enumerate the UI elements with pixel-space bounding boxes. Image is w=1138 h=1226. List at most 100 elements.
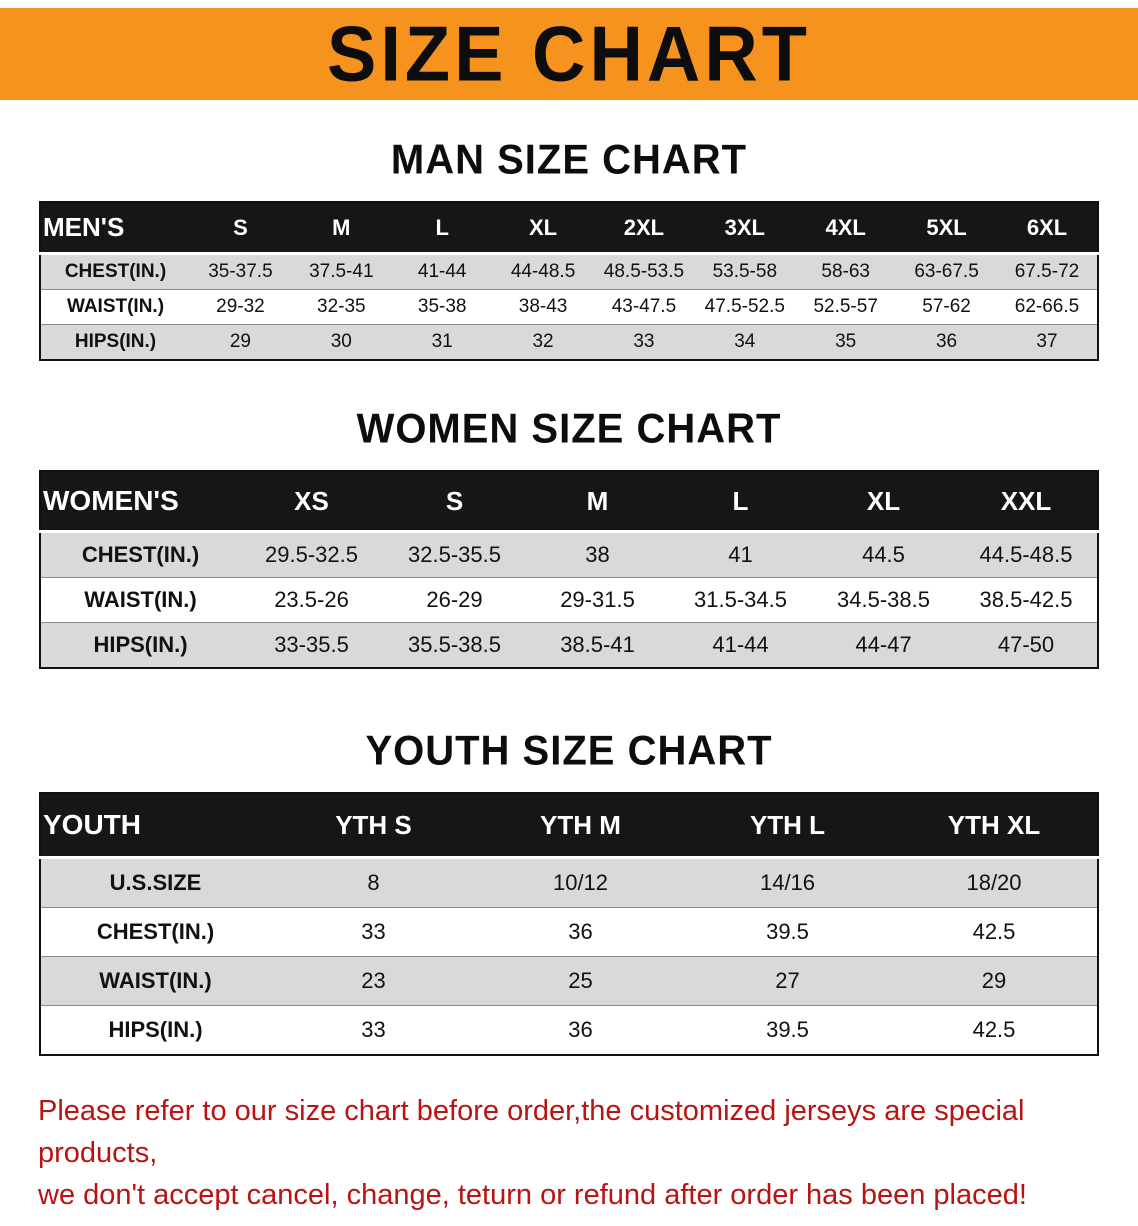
size-value: 30 [330,331,352,352]
womens-heading: WOMEN SIZE CHART [356,405,782,453]
size-value: 67.5-72 [1014,261,1080,282]
size-value: 18/20 [966,870,1022,895]
mens-table: MEN'S S M L XL 2XL 3XL 4XL 5XL 6XL CHEST(IN.) 35-37… [39,201,1099,361]
mens-section: MAN SIZE CHART MEN'S S M L XL 2XL 3XL 4XL 5XL 6XL C… [0,136,1138,361]
size-value: 35-37.5 [208,261,273,282]
size-value: 52.5-57 [813,296,878,317]
mens-group-label: MEN'S [40,202,190,255]
size-value: 36 [568,919,593,944]
size-value: 27 [775,968,800,993]
size-value: 39.5 [766,1017,809,1042]
size-chart-sections: MAN SIZE CHART MEN'S S M L XL 2XL 3XL 4XL 5XL 6XL C… [0,136,1138,1056]
size-value: 29 [229,331,251,352]
size-value: 36 [935,331,958,352]
row-label: HIPS(IN.) [93,632,188,657]
mens-size-header: 3XL [694,202,796,255]
size-value: 39.5 [766,919,809,944]
row-label: WAIST(IN.) [99,968,212,993]
womens-size-header: L [669,471,812,533]
mens-size-header: 5XL [896,202,997,255]
size-value: 38 [585,542,610,567]
row-label: CHEST(IN.) [96,919,215,944]
youth-size-header: YTH L [684,793,891,859]
size-value: 10/12 [552,870,609,895]
womens-size-header: XL [812,471,955,533]
size-value: 35 [835,331,857,352]
size-value: 41 [728,542,753,567]
row-label: CHEST(IN.) [81,542,200,567]
mens-size-header: XL [492,202,594,255]
banner: SIZE CHART [0,8,1138,100]
size-value: 31 [431,331,453,352]
size-value: 26-29 [426,587,483,612]
size-value: 34 [734,331,756,352]
size-value: 23 [361,968,386,993]
disclaimer-line-1: Please refer to our size chart before or… [38,1095,1025,1170]
size-value: 41-44 [712,632,769,657]
size-value: 44.5-48.5 [979,542,1073,567]
size-value: 23.5-26 [274,587,349,612]
size-value: 41-44 [417,261,467,282]
row-label: WAIST(IN.) [66,296,165,317]
row-label: HIPS(IN.) [108,1017,203,1042]
size-value: 47.5-52.5 [704,296,785,317]
mens-size-header: S [190,202,291,255]
size-value: 57-62 [922,296,971,317]
mens-size-header: L [391,202,493,255]
row-label: HIPS(IN.) [74,331,157,352]
size-value: 35.5-38.5 [408,632,501,657]
youth-section: YOUTH SIZE CHART YOUTH YTH S YTH M YTH L YTH … [0,727,1138,1056]
size-value: 42.5 [972,919,1016,944]
size-value: 32 [532,331,554,352]
mens-size-header: 4XL [795,202,897,255]
size-value: 33 [361,1017,386,1042]
row-label: CHEST(IN.) [64,261,167,282]
size-value: 42.5 [972,1017,1016,1042]
youth-group-label: YOUTH [40,793,270,859]
mens-size-header: 6XL [997,202,1098,255]
youth-table-row: WAIST(IN.) 23 25 27 29 [40,956,1098,1006]
size-value: 38.5-42.5 [979,587,1073,612]
youth-heading: YOUTH SIZE CHART [365,727,773,775]
youth-table-row: U.S.SIZE 8 10/12 14/16 18/20 [40,857,1098,908]
size-value: 8 [367,870,380,895]
youth-table: YOUTH YTH S YTH M YTH L YTH XL U.S.SIZE 8 10/12… [39,792,1099,1056]
youth-table-row: CHEST(IN.) 33 36 39.5 42.5 [40,907,1098,957]
womens-size-header: M [526,471,669,533]
youth-header-row: YOUTH YTH S YTH M YTH L YTH XL [40,793,1098,859]
womens-group-label: WOMEN'S [40,471,240,533]
mens-table-row: CHEST(IN.) 35-37.5 37.5-41 41-44 44-48.5 48.5… [40,253,1098,290]
size-value: 33-35.5 [274,632,349,657]
size-value: 44-48.5 [510,261,576,282]
size-value: 62-66.5 [1014,296,1080,317]
size-value: 29.5-32.5 [265,542,358,567]
size-value: 36 [568,1017,593,1042]
row-label: U.S.SIZE [109,870,202,895]
size-value: 44.5 [862,542,905,567]
mens-header-row: MEN'S S M L XL 2XL 3XL 4XL 5XL 6XL [40,202,1098,255]
womens-size-header: S [383,471,526,533]
size-chart-page: SIZE CHART MAN SIZE CHART MEN'S S M L XL 2XL 3X… [0,8,1138,1226]
mens-size-header: 2XL [593,202,695,255]
youth-size-header: YTH M [477,793,684,859]
size-value: 29-31.5 [560,587,635,612]
youth-size-header: YTH S [270,793,477,859]
size-value: 63-67.5 [914,261,979,282]
womens-size-header: XXL [955,471,1098,533]
size-value: 25 [568,968,593,993]
size-value: 32.5-35.5 [408,542,501,567]
mens-heading: MAN SIZE CHART [390,136,748,184]
womens-header-row: WOMEN'S XS S M L XL XXL [40,471,1098,533]
womens-table-row: CHEST(IN.) 29.5-32.5 32.5-35.5 38 41 44.5 44.5… [40,531,1098,578]
size-value: 44-47 [855,632,912,657]
youth-size-header: YTH XL [891,793,1098,859]
size-value: 53.5-58 [712,261,778,282]
row-label: WAIST(IN.) [84,587,197,612]
size-value: 38-43 [518,296,568,317]
size-value: 35-38 [417,296,467,317]
size-value: 48.5-53.5 [603,261,685,282]
size-value: 33 [633,331,655,352]
size-value: 38.5-41 [560,632,635,657]
mens-table-row: HIPS(IN.) 29 30 31 32 33 34 35 36 37 [40,324,1098,360]
womens-table: WOMEN'S XS S M L XL XXL CHEST(IN.) 29.5-32.5 32.5… [39,470,1099,669]
